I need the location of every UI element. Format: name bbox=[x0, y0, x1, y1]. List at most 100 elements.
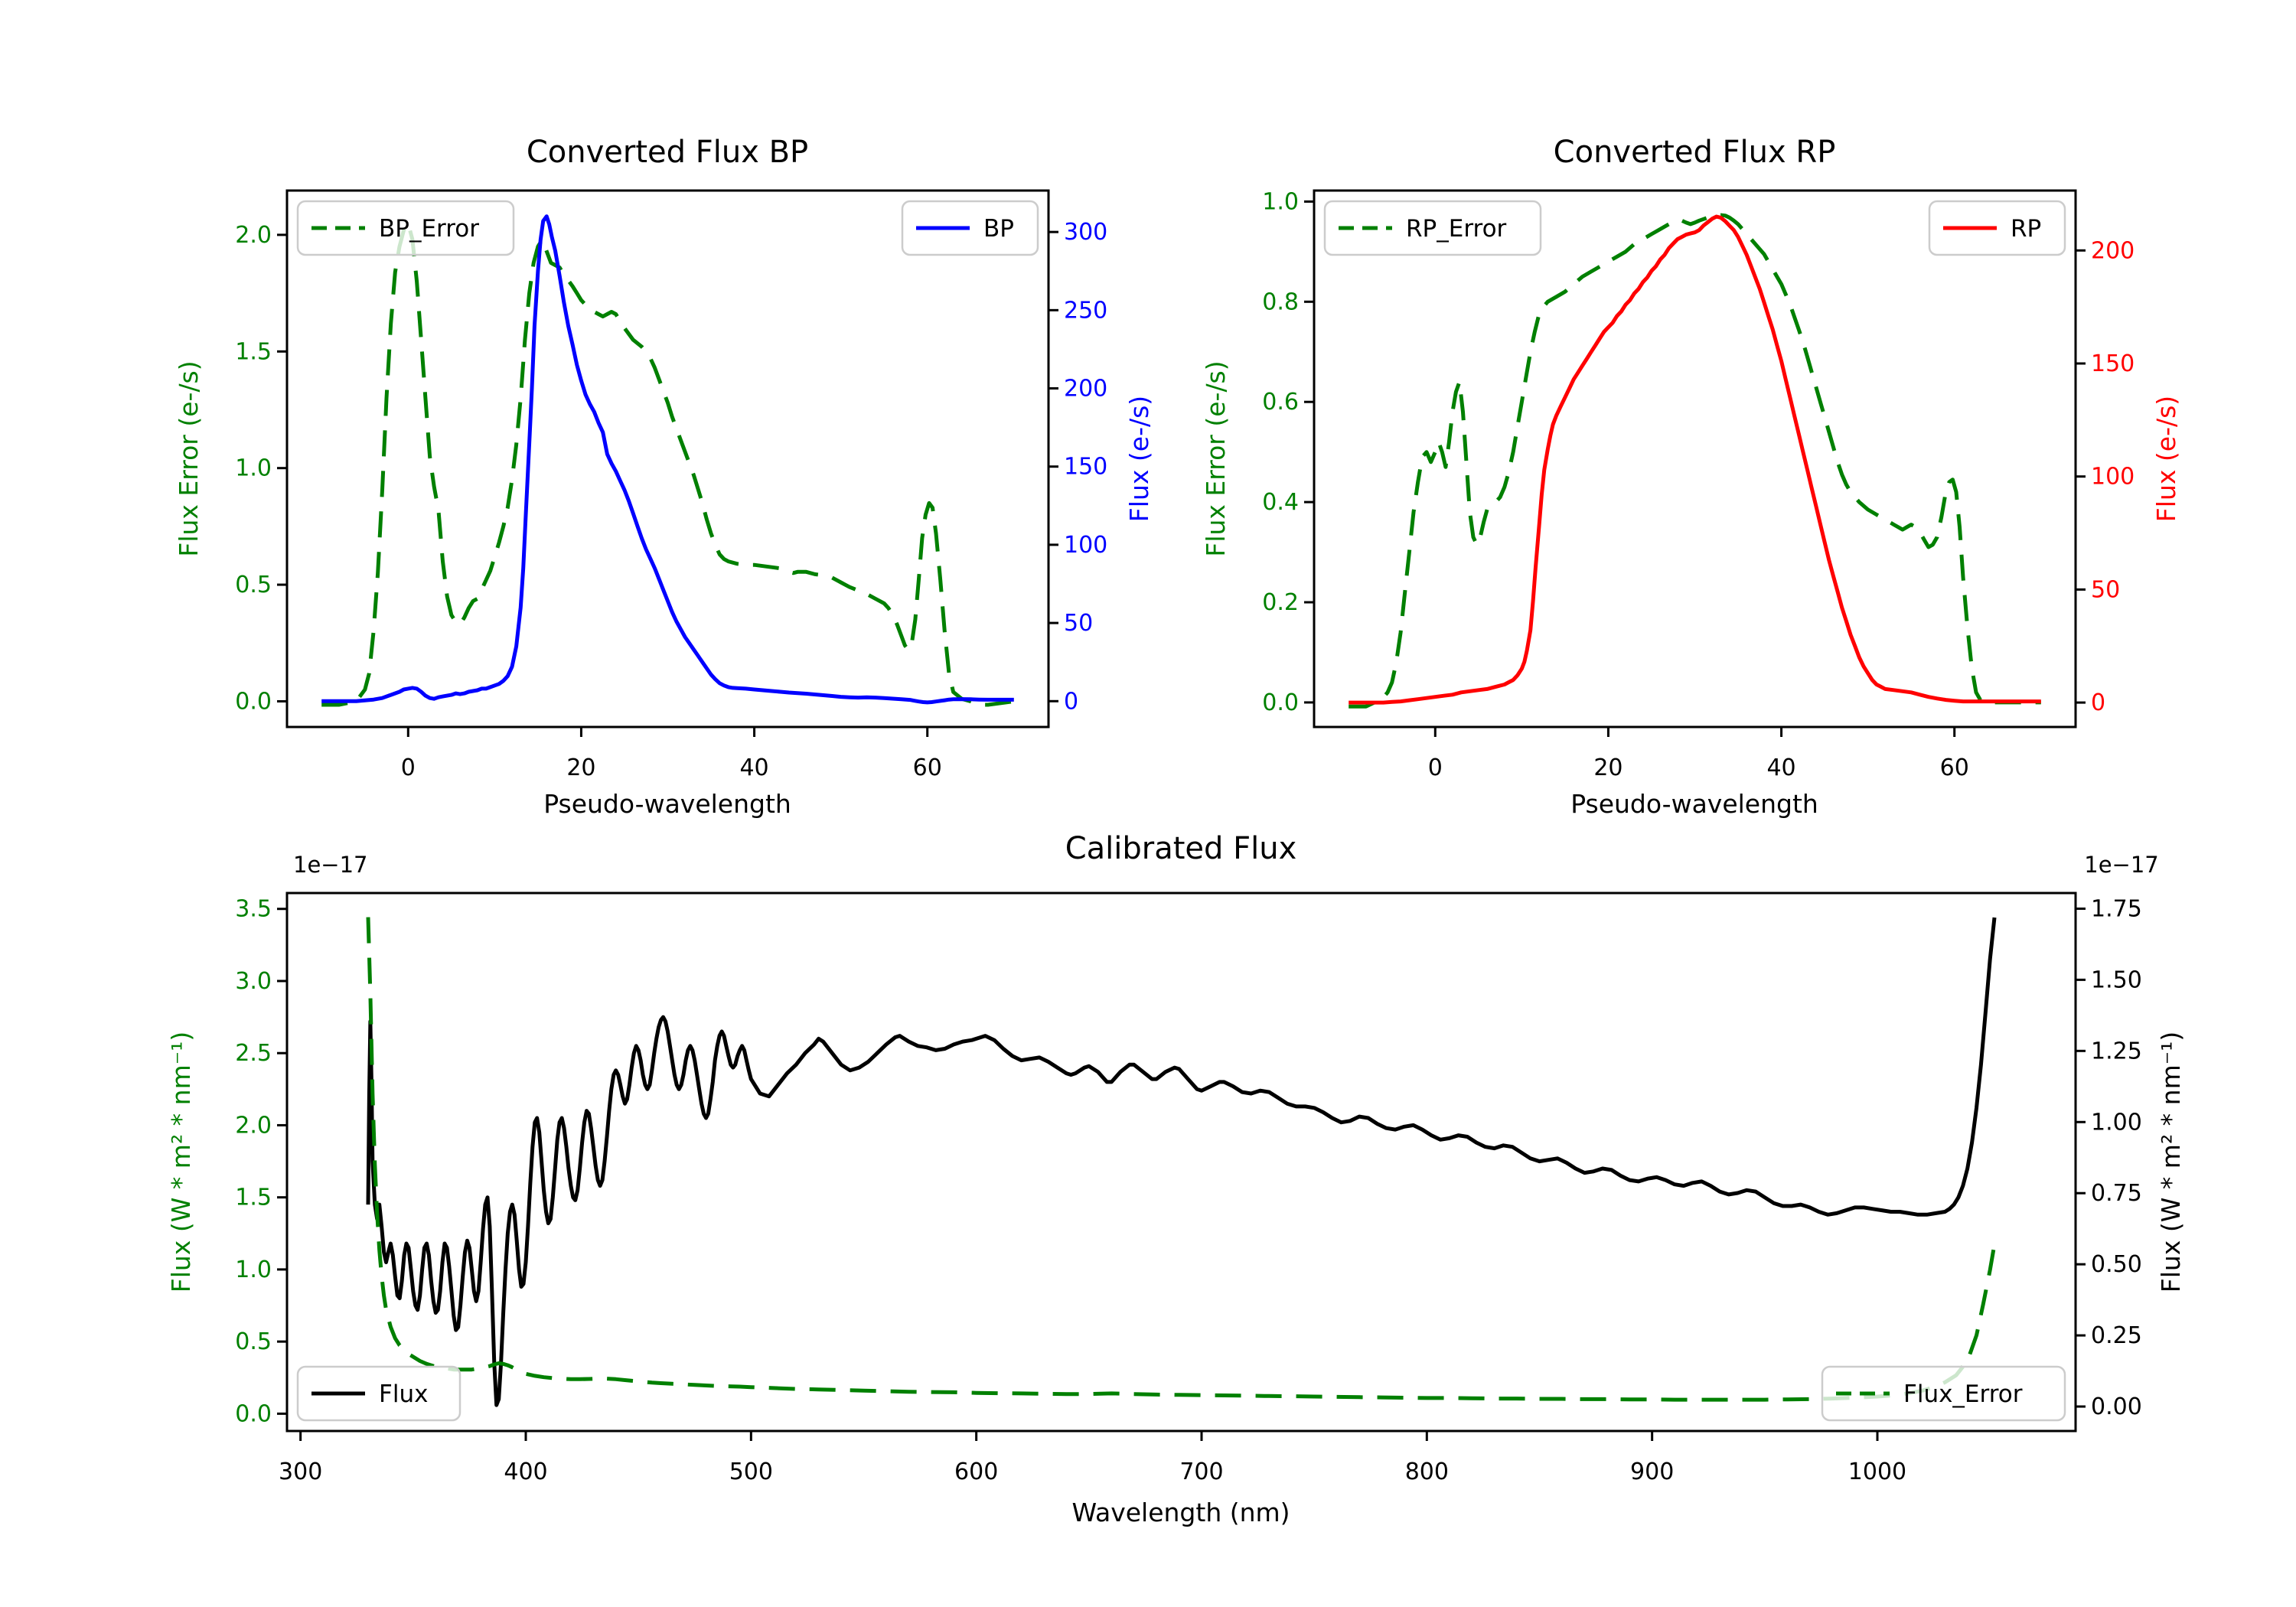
bp-x-tick-label: 20 bbox=[566, 755, 595, 781]
cal-title: Calibrated Flux bbox=[1065, 831, 1297, 866]
bp-left-ylabel: Flux Error (e-/s) bbox=[174, 360, 204, 556]
legend-label: BP_Error bbox=[379, 215, 479, 243]
bp-x-tick-label: 0 bbox=[401, 755, 416, 781]
rp-x-tick-label: 0 bbox=[1428, 755, 1443, 781]
bp-xlabel: Pseudo-wavelength bbox=[543, 789, 791, 819]
bp-right-tick-label: 250 bbox=[1064, 297, 1107, 324]
legend-label: RP_Error bbox=[1406, 215, 1507, 243]
cal-left-offset-text: 1e−17 bbox=[293, 852, 368, 878]
legend-label: BP bbox=[983, 215, 1014, 243]
rp-x-tick-label: 60 bbox=[1940, 755, 1969, 781]
legend-label: RP bbox=[2011, 215, 2041, 243]
bp-left-tick-label: 0.5 bbox=[235, 572, 272, 598]
legend-box bbox=[296, 200, 515, 256]
rp-axes-frame bbox=[1313, 189, 2077, 729]
legend-box bbox=[1323, 200, 1542, 256]
cal-axes-frame bbox=[285, 892, 2077, 1433]
bp-right-tick-label: 0 bbox=[1064, 688, 1078, 715]
cal-left-tick-label: 0.5 bbox=[235, 1328, 272, 1355]
rp-rp_error-line bbox=[1349, 213, 2041, 709]
cal-x-tick-label: 900 bbox=[1630, 1459, 1674, 1485]
bp-axes-frame bbox=[285, 189, 1050, 729]
legend-bp_error: BP_Error bbox=[296, 200, 515, 256]
rp-right-tick-label: 200 bbox=[2091, 237, 2135, 264]
bp-right-tick-label: 150 bbox=[1064, 454, 1107, 481]
bp-left-tick-label: 2.0 bbox=[235, 222, 272, 249]
cal-right-tick-label: 0.00 bbox=[2091, 1393, 2142, 1420]
legend-box bbox=[1928, 200, 2066, 256]
rp-xlabel: Pseudo-wavelength bbox=[1570, 789, 1818, 819]
bp-right-ylabel: Flux (e-/s) bbox=[1124, 396, 1154, 522]
cal-right-tick-label: 0.25 bbox=[2091, 1322, 2142, 1349]
bp-x-tick-label: 60 bbox=[913, 755, 942, 781]
bp-left-tick-label: 1.0 bbox=[235, 455, 272, 482]
legend-label: Flux_Error bbox=[1903, 1380, 2023, 1408]
cal-right-tick-label: 1.00 bbox=[2091, 1109, 2142, 1136]
rp-right-tick-label: 50 bbox=[2091, 576, 2120, 603]
chart-rp: 0 20 40 60 0.0 0.2 0.4 0.6 0.8 1.0 0 50 100 150 200 Con… bbox=[1201, 135, 2181, 819]
cal-left-tick-label: 2.5 bbox=[235, 1040, 272, 1067]
rp-left-ylabel: Flux Error (e-/s) bbox=[1201, 360, 1231, 556]
cal-flux_error-line bbox=[366, 917, 1997, 1402]
legend-rp_error: RP_Error bbox=[1323, 200, 1542, 256]
rp-x-tick-label: 20 bbox=[1593, 755, 1623, 781]
legend-label: Flux bbox=[379, 1380, 428, 1408]
cal-flux-line bbox=[366, 917, 1997, 1407]
rp-left-tick-label: 0.8 bbox=[1262, 288, 1299, 315]
bp-bp-line bbox=[321, 214, 1014, 705]
cal-xlabel: Wavelength (nm) bbox=[1071, 1498, 1290, 1527]
rp-left-tick-label: 1.0 bbox=[1262, 188, 1299, 215]
cal-x-tick-label: 500 bbox=[729, 1459, 773, 1485]
rp-title: Converted Flux RP bbox=[1554, 135, 1836, 170]
legend-bp: BP bbox=[901, 200, 1039, 256]
rp-right-tick-label: 0 bbox=[2091, 689, 2105, 716]
rp-right-tick-label: 150 bbox=[2091, 350, 2135, 377]
bp-right-tick-label: 100 bbox=[1064, 532, 1107, 559]
chart-cal: 300 400 500 600 700 800 900 1000 0.0 0.5 1.0 1.5 2.0… bbox=[166, 831, 2186, 1527]
cal-left-tick-label: 0.0 bbox=[235, 1400, 272, 1427]
legend-box bbox=[296, 1365, 461, 1422]
cal-x-tick-label: 300 bbox=[279, 1459, 322, 1485]
bp-right-tick-label: 300 bbox=[1064, 219, 1107, 246]
legend-box bbox=[1821, 1365, 2066, 1422]
rp-left-tick-label: 0.2 bbox=[1262, 589, 1299, 616]
bp-title: Converted Flux BP bbox=[527, 135, 808, 170]
legend-flux: Flux bbox=[296, 1365, 461, 1422]
cal-x-tick-label: 1000 bbox=[1848, 1459, 1906, 1485]
cal-left-tick-label: 2.0 bbox=[235, 1112, 272, 1139]
cal-right-tick-label: 1.50 bbox=[2091, 966, 2142, 993]
cal-left-tick-label: 3.5 bbox=[235, 896, 272, 923]
legend-flux_error: Flux_Error bbox=[1821, 1365, 2066, 1422]
cal-x-tick-label: 800 bbox=[1405, 1459, 1449, 1485]
rp-right-tick-label: 100 bbox=[2091, 464, 2135, 491]
bp-x-tick-label: 40 bbox=[739, 755, 768, 781]
bp-right-tick-label: 50 bbox=[1064, 610, 1093, 637]
bp-right-tick-label: 200 bbox=[1064, 376, 1107, 403]
cal-right-tick-label: 1.25 bbox=[2091, 1038, 2142, 1064]
cal-right-offset-text: 1e−17 bbox=[2084, 852, 2159, 878]
cal-x-tick-label: 400 bbox=[504, 1459, 547, 1485]
cal-right-tick-label: 1.75 bbox=[2091, 895, 2142, 922]
chart-bp: 0 20 40 60 0.0 0.5 1.0 1.5 2.0 0 50 100 150 200 250 300… bbox=[174, 135, 1154, 819]
bp-bp_error-line bbox=[321, 221, 1015, 707]
rp-left-tick-label: 0.6 bbox=[1262, 389, 1299, 416]
rp-left-tick-label: 0.0 bbox=[1262, 689, 1299, 716]
cal-left-tick-label: 3.0 bbox=[235, 968, 272, 995]
cal-left-ylabel: Flux (W * m² * nm⁻¹) bbox=[166, 1032, 196, 1293]
rp-left-tick-label: 0.4 bbox=[1262, 489, 1299, 516]
cal-right-tick-label: 0.75 bbox=[2091, 1180, 2142, 1207]
cal-right-ylabel: Flux (W * m² * nm⁻¹) bbox=[2156, 1032, 2186, 1293]
cal-x-tick-label: 700 bbox=[1179, 1459, 1223, 1485]
cal-left-tick-label: 1.0 bbox=[235, 1257, 272, 1283]
rp-rp-line bbox=[1349, 214, 2041, 705]
cal-x-tick-label: 600 bbox=[954, 1459, 998, 1485]
rp-x-tick-label: 40 bbox=[1766, 755, 1795, 781]
legend-rp: RP bbox=[1928, 200, 2066, 256]
bp-left-tick-label: 1.5 bbox=[235, 338, 272, 365]
bp-left-tick-label: 0.0 bbox=[235, 688, 272, 715]
cal-left-tick-label: 1.5 bbox=[235, 1185, 272, 1211]
rp-right-ylabel: Flux (e-/s) bbox=[2151, 396, 2181, 522]
